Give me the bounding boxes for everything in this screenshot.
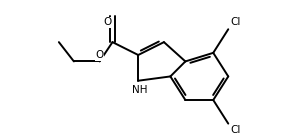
Text: Cl: Cl [230, 17, 241, 27]
Text: O: O [103, 18, 111, 27]
Text: NH: NH [131, 85, 147, 95]
Text: O: O [95, 50, 104, 60]
Text: Cl: Cl [230, 125, 241, 135]
